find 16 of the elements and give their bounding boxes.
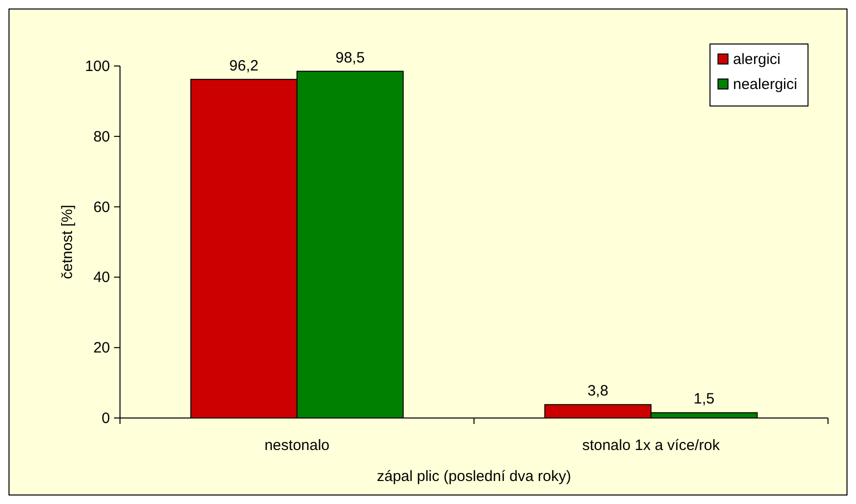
data-label: 96,2 (229, 57, 258, 74)
y-tick-label: 80 (93, 128, 110, 146)
x-tick-label: stonalo 1x a více/rok (582, 437, 720, 454)
y-tick-label: 0 (102, 410, 110, 427)
y-axis-title: četnost [%] (59, 204, 76, 280)
legend-label: alergici (733, 51, 781, 68)
y-tick-label: 20 (93, 340, 110, 357)
y-tick-label: 100 (84, 58, 110, 75)
data-label: 3,8 (587, 382, 608, 400)
legend-label: nealergici (733, 76, 798, 93)
x-axis-title: zápal plic (poslední dva roky) (376, 468, 572, 485)
data-label: 1,5 (694, 390, 715, 408)
y-tick-label: 60 (93, 198, 110, 216)
x-tick-label: nestonalo (264, 437, 330, 454)
y-tick-label: 40 (93, 269, 110, 286)
data-label: 98,5 (336, 49, 365, 66)
